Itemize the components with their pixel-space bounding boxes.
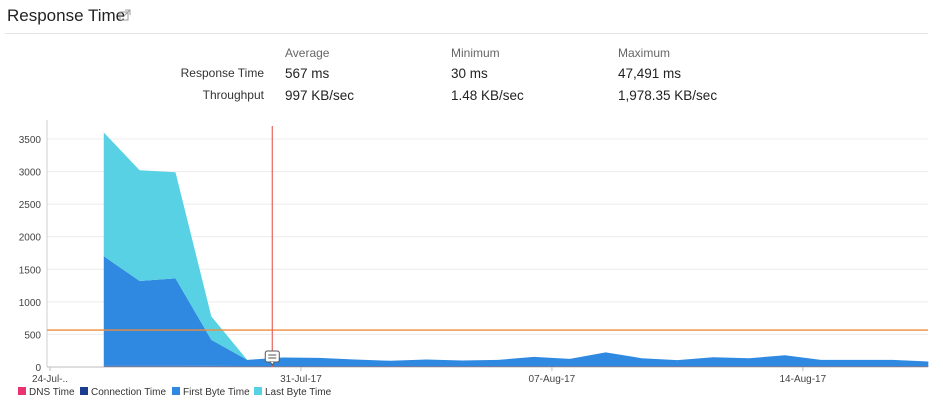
panel-header: Response Time	[0, 0, 943, 33]
annotation-icon[interactable]	[264, 350, 280, 366]
response-time-maximum: 47,491 ms	[618, 66, 682, 81]
stats-table: Average Minimum Maximum Response Time 56…	[0, 0, 943, 110]
legend-item-dns-time[interactable]: DNS Time	[18, 387, 75, 398]
legend-swatch	[254, 387, 262, 396]
row-label-throughput: Throughput	[202, 88, 264, 102]
area-series-first-byte-time	[103, 256, 929, 367]
legend-label: Last Byte Time	[265, 387, 332, 398]
y-tick-label-0: 0	[35, 363, 41, 374]
legend-swatch	[80, 387, 88, 396]
x-tick-label-2: 07-Aug-17	[529, 374, 576, 385]
throughput-average: 997 KB/sec	[285, 88, 355, 103]
x-tick-label-1: 31-Jul-17	[280, 374, 322, 385]
area-series-last-byte-time	[103, 132, 929, 362]
y-tick-label-2000: 2000	[19, 233, 42, 244]
area-series-connection-time	[103, 365, 929, 367]
legend-label: Connection Time	[91, 387, 167, 398]
row-label-response-time: Response Time	[180, 66, 264, 80]
response-time-chart: 0 500 1000 1500 2000 2500 3000 3500 24-Jul-.. 31-…	[19, 120, 929, 385]
legend-item-last-byte-time[interactable]: Last Byte Time	[254, 387, 331, 398]
legend-swatch	[18, 387, 26, 396]
external-link-icon[interactable]	[119, 9, 131, 21]
y-tick-label-2500: 2500	[19, 200, 42, 211]
y-tick-label-1000: 1000	[19, 298, 42, 309]
y-tick-label-1500: 1500	[19, 265, 42, 276]
column-header-maximum: Maximum	[618, 46, 671, 60]
y-tick-label-3000: 3000	[19, 168, 42, 179]
throughput-maximum: 1,978.35 KB/sec	[618, 88, 718, 103]
x-tick-label-0: 24-Jul-..	[32, 374, 68, 385]
throughput-minimum: 1.48 KB/sec	[451, 88, 524, 103]
column-header-average: Average	[285, 46, 330, 60]
column-header-minimum: Minimum	[451, 46, 500, 60]
header-divider	[5, 33, 928, 34]
panel-title: Response Time	[7, 6, 126, 25]
x-tick-label-3: 14-Aug-17	[779, 374, 826, 385]
legend-label: First Byte Time	[183, 387, 250, 398]
y-tick-label-3500: 3500	[19, 135, 42, 146]
legend-label: DNS Time	[29, 387, 75, 398]
legend-swatch	[172, 387, 180, 396]
response-time-minimum: 30 ms	[451, 66, 488, 81]
legend-item-connection-time[interactable]: Connection Time	[80, 387, 166, 398]
legend-item-first-byte-time[interactable]: First Byte Time	[172, 387, 250, 398]
response-time-average: 567 ms	[285, 66, 330, 81]
y-tick-label-500: 500	[24, 330, 41, 341]
